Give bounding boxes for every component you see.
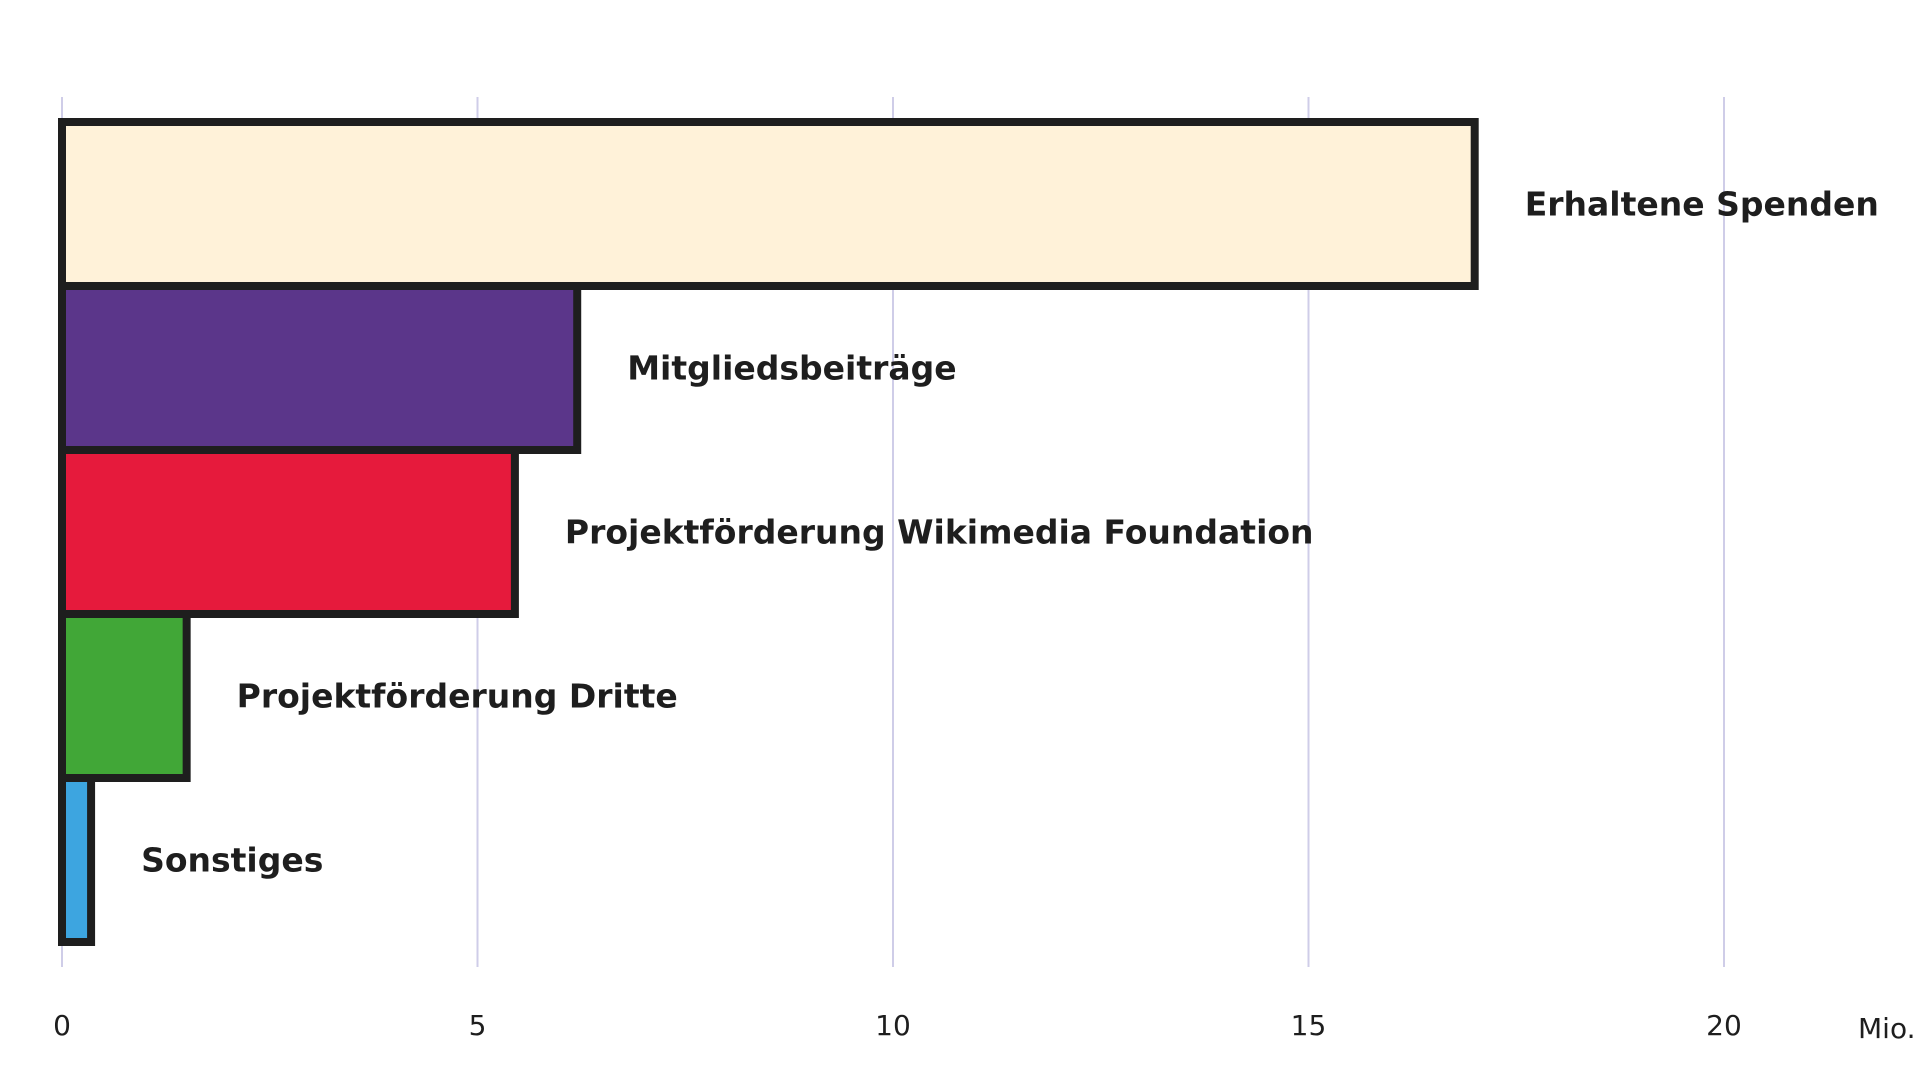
bar-label: Projektförderung Dritte <box>237 677 678 716</box>
bar-label: Mitgliedsbeiträge <box>627 349 956 388</box>
x-tick-label: 20 <box>1706 1009 1742 1042</box>
bar <box>58 774 96 946</box>
bar-labels: Erhaltene Spenden Mitgliedsbeiträge Projek… <box>141 185 1879 880</box>
bars <box>58 118 1479 946</box>
bar-label: Sonstiges <box>141 841 323 880</box>
x-tick-label: 15 <box>1291 1009 1327 1042</box>
bar-label: Projektförderung Wikimedia Foundation <box>565 513 1314 552</box>
x-axis-ticks: 0 5 10 15 20 <box>53 1009 1742 1042</box>
bar <box>58 282 582 454</box>
bar <box>58 446 519 618</box>
x-axis-unit-label: Mio. <box>1858 1012 1915 1045</box>
bar <box>58 118 1479 290</box>
bar-label: Erhaltene Spenden <box>1525 185 1879 224</box>
x-tick-label: 10 <box>875 1009 911 1042</box>
bar <box>58 610 191 782</box>
x-tick-label: 0 <box>53 1009 71 1042</box>
x-tick-label: 5 <box>469 1009 487 1042</box>
